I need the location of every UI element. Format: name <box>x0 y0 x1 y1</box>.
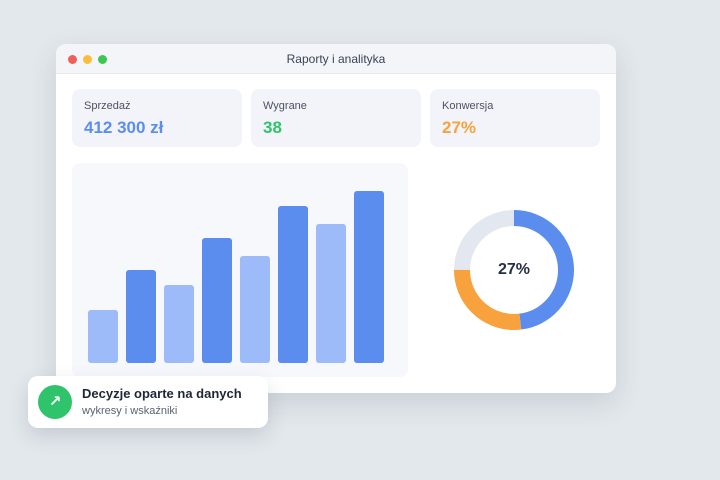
analytics-window: Raporty i analityka Sprzedaż 412 300 zł … <box>56 44 616 393</box>
chart-bar-1 <box>88 310 118 363</box>
bar-chart-panel <box>72 163 408 377</box>
toast-subtitle: wykresy i wskaźniki <box>82 405 178 417</box>
title-bar: Raporty i analityka <box>56 44 616 74</box>
stat-card-wins: Wygrane 38 <box>251 89 421 147</box>
chart-bar-4 <box>202 238 232 363</box>
chart-bar-3 <box>164 285 194 363</box>
window-title: Raporty i analityka <box>286 52 386 66</box>
donut-center-label: 27% <box>497 261 531 278</box>
close-window-button[interactable] <box>68 55 77 64</box>
minimize-window-button[interactable] <box>83 55 92 64</box>
chart-bar-5 <box>240 256 270 363</box>
stat-label: Wygrane <box>263 100 307 112</box>
stat-value: 27% <box>442 118 477 137</box>
donut-segment-2 <box>454 210 574 330</box>
maximize-window-button[interactable] <box>98 55 107 64</box>
arrow-up-right-icon: ↗ <box>38 385 72 419</box>
stat-label: Konwersja <box>442 100 494 112</box>
stat-card-conversion: Konwersja 27% <box>430 89 600 147</box>
bar-chart <box>88 191 384 363</box>
chart-bar-2 <box>126 270 156 363</box>
donut-segment-3 <box>454 210 574 330</box>
stat-value: 38 <box>263 118 282 137</box>
donut-chart: 27% <box>454 210 574 330</box>
toast-title: Decyzje oparte na danych <box>82 386 242 401</box>
stat-card-sales: Sprzedaż 412 300 zł <box>72 89 242 147</box>
chart-bar-8 <box>354 191 384 363</box>
stat-label: Sprzedaż <box>84 100 131 112</box>
stat-value: 412 300 zł <box>84 118 164 137</box>
chart-bar-7 <box>316 224 346 363</box>
donut-chart-graphic <box>454 210 574 330</box>
chart-bar-6 <box>278 206 308 363</box>
info-toast: ↗ Decyzje oparte na danych wykresy i wsk… <box>28 376 268 428</box>
